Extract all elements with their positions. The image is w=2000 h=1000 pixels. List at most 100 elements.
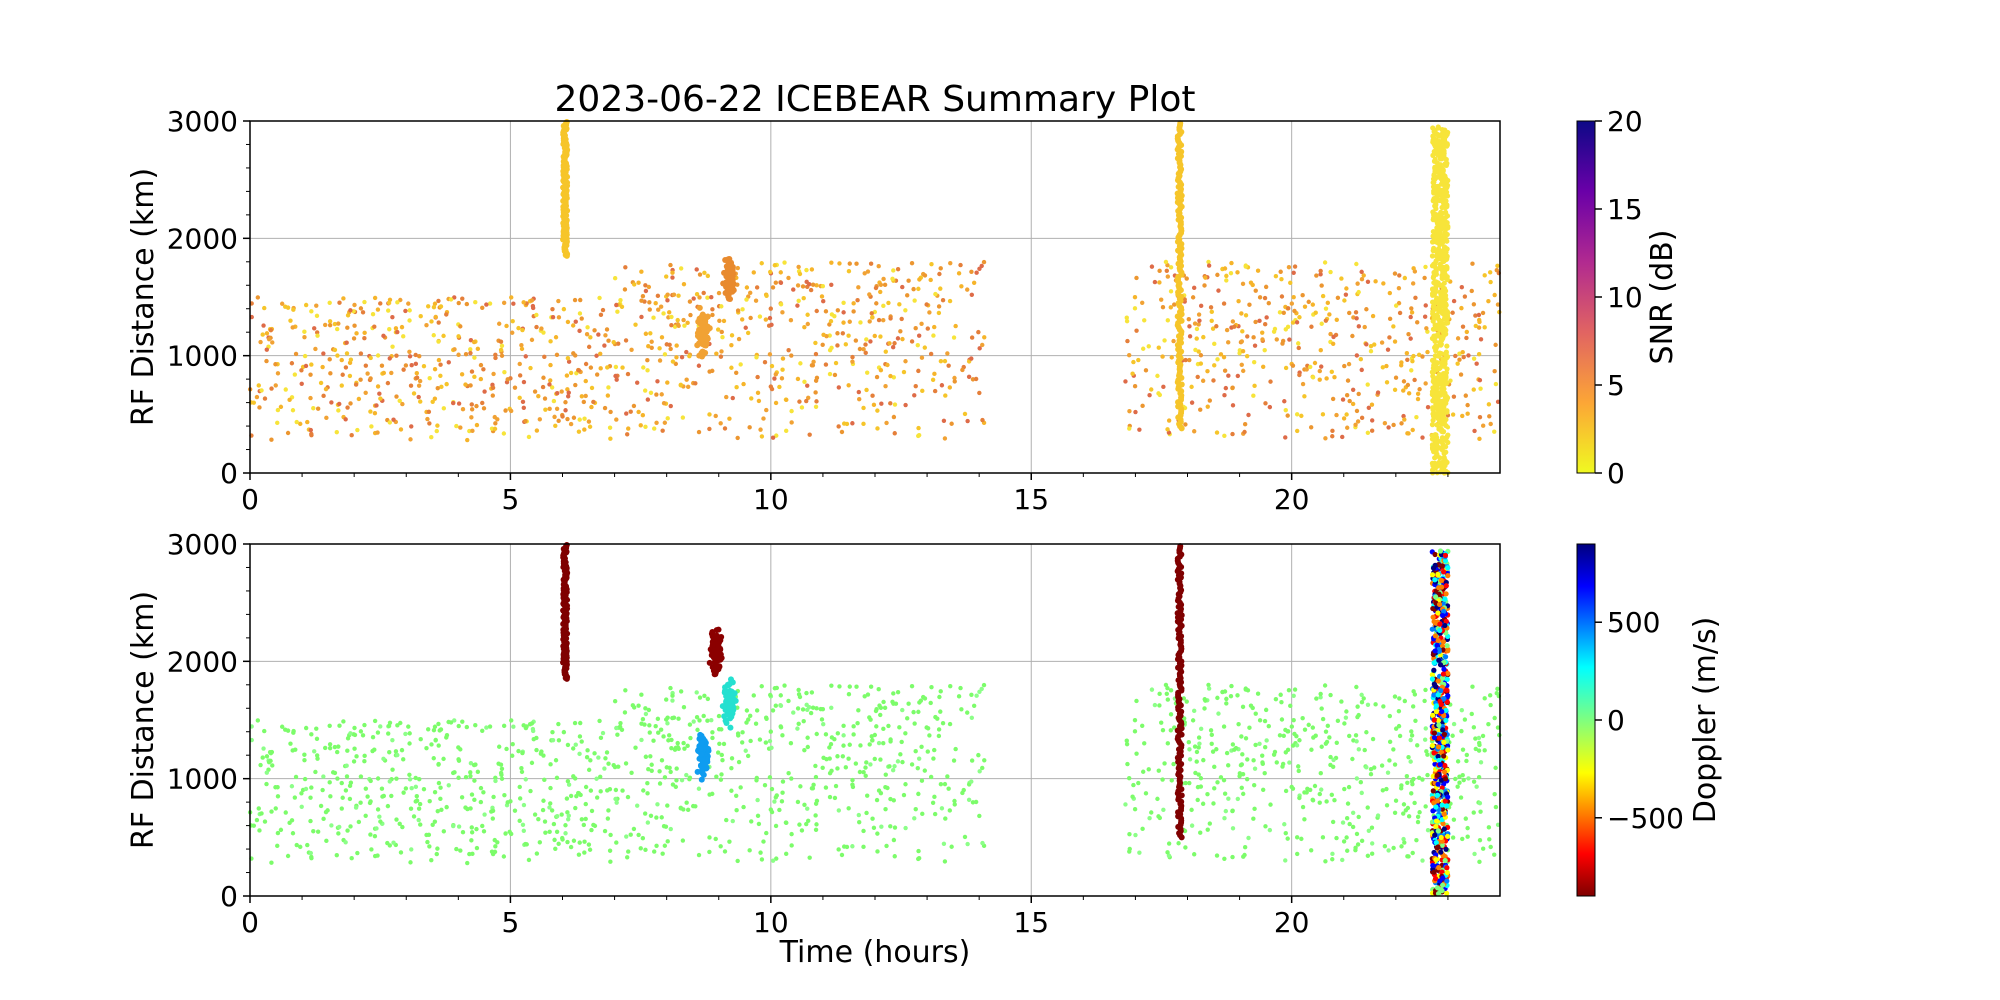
scatter-point	[729, 365, 734, 370]
scatter-point	[764, 830, 769, 836]
scatter-point	[1387, 316, 1393, 322]
scatter-point	[456, 775, 461, 780]
scatter-point	[1290, 363, 1296, 368]
scatter-point	[583, 816, 588, 822]
scatter-point	[720, 758, 725, 763]
scatter-point	[279, 724, 285, 729]
scatter-point	[734, 370, 739, 376]
scatter-point	[1294, 835, 1300, 840]
scatter-point	[435, 423, 440, 428]
scatter-point	[913, 326, 918, 331]
scatter-point	[678, 689, 684, 694]
scatter-point	[1320, 835, 1326, 840]
scatter-point	[474, 826, 479, 832]
scatter-point	[468, 773, 473, 779]
scatter-point	[328, 371, 333, 376]
scatter-point	[347, 796, 353, 802]
scatter-point	[717, 741, 722, 746]
scatter-point	[1391, 845, 1396, 851]
scatter-point	[1431, 395, 1437, 402]
scatter-point	[892, 825, 898, 830]
scatter-point	[270, 763, 275, 768]
scatter-point	[1465, 411, 1470, 416]
scatter-point	[1350, 333, 1355, 339]
scatter-point	[772, 376, 777, 381]
scatter-point	[1432, 380, 1438, 386]
scatter-point	[577, 734, 583, 739]
scatter-point	[1330, 434, 1335, 439]
scatter-point	[922, 696, 928, 701]
scatter-point	[341, 296, 346, 301]
scatter-point	[769, 322, 774, 327]
scatter-point	[517, 818, 522, 824]
scatter-point	[857, 819, 862, 825]
scatter-point	[916, 368, 921, 374]
scatter-point	[1157, 691, 1162, 697]
scatter-point	[835, 731, 841, 736]
scatter-point	[395, 300, 400, 305]
scatter-point	[1422, 275, 1427, 281]
scatter-point	[517, 373, 523, 378]
scatter-point	[710, 791, 715, 797]
scatter-point	[884, 843, 889, 849]
scatter-point	[770, 858, 776, 863]
doppler-points	[247, 541, 1502, 897]
scatter-point	[636, 832, 641, 838]
scatter-point	[640, 293, 646, 299]
scatter-point	[888, 373, 893, 379]
scatter-point	[669, 737, 674, 743]
scatter-point	[429, 742, 434, 747]
scatter-point	[855, 297, 860, 303]
scatter-point	[1460, 772, 1465, 778]
scatter-point	[620, 365, 625, 370]
scatter-point	[520, 822, 526, 827]
scatter-point	[561, 306, 567, 312]
scatter-point	[1431, 139, 1437, 145]
scatter-point	[573, 319, 578, 324]
scatter-point	[290, 408, 296, 413]
scatter-point	[368, 355, 373, 361]
scatter-point	[468, 383, 473, 388]
scatter-point	[1325, 723, 1331, 729]
scatter-point	[1440, 238, 1446, 244]
scatter-point	[942, 436, 948, 441]
scatter-point	[1455, 336, 1461, 341]
scatter-point	[278, 827, 284, 833]
scatter-point	[716, 290, 722, 296]
scatter-point	[1399, 421, 1404, 426]
scatter-point	[1157, 268, 1162, 274]
scatter-point	[953, 323, 958, 329]
scatter-point	[1370, 313, 1376, 319]
scatter-point	[981, 259, 987, 265]
scatter-point	[797, 271, 803, 277]
scatter-point	[798, 361, 803, 366]
scatter-point	[1469, 711, 1474, 717]
scatter-point	[734, 793, 739, 799]
scatter-point	[670, 693, 675, 698]
scatter-point	[1385, 347, 1391, 352]
scatter-point	[587, 847, 593, 852]
scatter-point	[1202, 706, 1207, 711]
scatter-point	[743, 325, 748, 330]
scatter-point	[659, 335, 665, 340]
scatter-point	[275, 843, 280, 849]
scatter-point	[814, 283, 819, 288]
scatter-point	[398, 850, 404, 855]
scatter-point	[381, 793, 387, 799]
scatter-point	[398, 297, 403, 303]
scatter-point	[451, 823, 456, 829]
scatter-point	[1252, 343, 1258, 348]
scatter-point	[1392, 339, 1398, 344]
scatter-point	[843, 342, 849, 347]
scatter-point	[1342, 786, 1347, 792]
scatter-point	[379, 363, 385, 368]
scatter-point	[469, 825, 474, 830]
scatter-point	[767, 738, 773, 744]
scatter-point	[348, 780, 354, 785]
scatter-point	[1437, 261, 1443, 267]
scatter-point	[1410, 359, 1415, 364]
scatter-point	[378, 724, 383, 729]
scatter-point	[578, 720, 583, 726]
scatter-point	[372, 718, 378, 724]
scatter-point	[398, 720, 403, 726]
